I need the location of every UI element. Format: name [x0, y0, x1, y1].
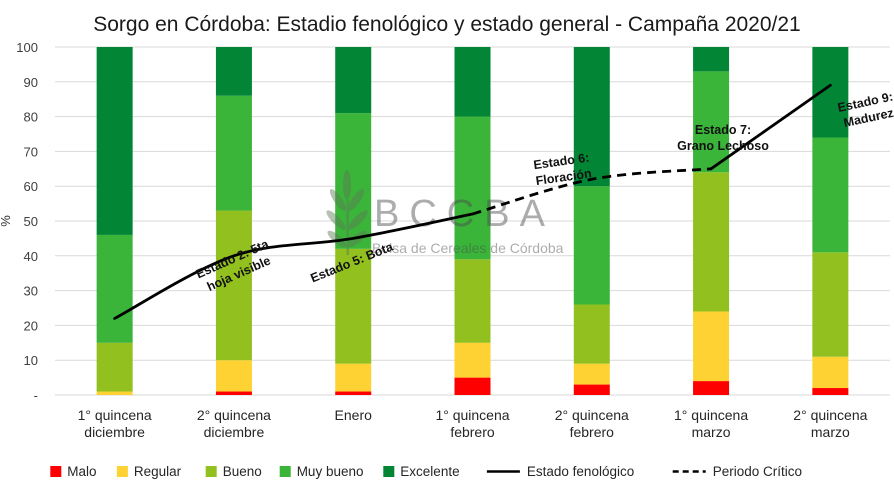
x-tick-line: febrero [450, 424, 495, 440]
legend-swatch [116, 466, 128, 477]
x-tick-line: 2° quincena [793, 407, 867, 423]
bar-segment-bueno [96, 342, 133, 392]
x-tick-line: Enero [335, 407, 373, 423]
bar-segment-excelente [215, 47, 252, 96]
bar-segment-malo [573, 384, 610, 395]
bar-segment-bueno [693, 172, 730, 312]
stage-annotation-line: Estado 7: [695, 123, 751, 137]
bar-segment-muy-bueno [573, 186, 610, 305]
legend-label: Excelente [400, 464, 459, 479]
x-tick-label: 1° quincena marzo [674, 407, 748, 440]
bar-segment-excelente [454, 47, 491, 117]
y-tick-label: 70 [24, 144, 38, 159]
bar-segment-bueno [335, 248, 372, 364]
y-tick-label: 30 [24, 284, 38, 299]
x-tick-line: diciembre [204, 424, 265, 440]
legend-label: Estado fenológico [527, 464, 634, 479]
bar-segment-malo [812, 388, 849, 395]
y-tick-label: 80 [24, 110, 38, 125]
stage-annotation-line: Grano Lechoso [677, 139, 769, 153]
legend-label: Malo [67, 464, 96, 479]
bar-segment-malo [335, 391, 372, 395]
x-tick-label: 2° quincena marzo [793, 407, 867, 440]
y-tick-label: 20 [24, 318, 38, 333]
legend-swatch [279, 466, 291, 477]
wheat-icon [326, 170, 368, 255]
phenology-lines [113, 83, 832, 320]
y-tick-label: 10 [24, 353, 38, 368]
legend-label: Regular [134, 464, 182, 479]
y-tick-label: 60 [24, 179, 38, 194]
x-tick-label: 2° quincena febrero [555, 407, 629, 440]
bar-segment-regular [335, 363, 372, 392]
y-tick-label: 50 [24, 214, 38, 229]
stacked-bars [96, 47, 849, 395]
x-tick-line: 1° quincena [435, 407, 509, 423]
bar-segment-malo [693, 381, 730, 395]
bar-segment-bueno [454, 259, 491, 343]
bar-segment-regular [454, 342, 491, 378]
bar-segment-regular [812, 356, 849, 389]
x-tick-line: 2° quincena [555, 407, 629, 423]
estado-fenologico-line [113, 212, 474, 320]
watermark-subtitle: Bolsa de Cereales de Córdoba [372, 240, 564, 256]
bar-segment-muy-bueno [215, 95, 252, 211]
legend-swatch [205, 466, 217, 477]
bar-segment-regular [215, 360, 252, 392]
bar-segment-bueno [573, 304, 610, 364]
bar-segment-regular [693, 311, 730, 382]
bar-segment-muy-bueno [693, 71, 730, 173]
y-tick-label: 40 [24, 249, 38, 264]
x-tick-label: Enero [335, 407, 373, 423]
chart-title: Sorgo en Córdoba: Estadio fenológico y e… [93, 13, 800, 36]
legend-swatch [383, 466, 395, 477]
bar-segment-bueno [812, 252, 849, 357]
legend-swatch [50, 466, 62, 477]
legend: Malo Regular Bueno Muy bueno Excelente Estado… [50, 464, 802, 479]
y-tick-label: - [34, 388, 38, 403]
x-tick-line: 1° quincena [78, 407, 152, 423]
bar-segment-malo [454, 377, 491, 395]
bar-segment-muy-bueno [335, 113, 372, 249]
x-tick-label: 2° quincena diciembre [197, 407, 271, 440]
x-tick-line: marzo [811, 424, 850, 440]
estado-fenologico-line [709, 83, 832, 171]
legend-label: Muy bueno [297, 464, 364, 479]
bar-segment-excelente [335, 47, 372, 114]
bar-segment-regular [573, 363, 610, 385]
bar-segment-malo [215, 391, 252, 395]
legend-label: Bueno [223, 464, 262, 479]
x-tick-label: 1° quincena diciembre [78, 407, 152, 440]
bar-segment-excelente [693, 47, 730, 72]
legend-label: Periodo Crítico [713, 464, 802, 479]
y-axis-label: % [0, 215, 13, 227]
y-tick-label: 90 [24, 75, 38, 90]
bar-segment-muy-bueno [454, 116, 491, 260]
y-axis: - 10 20 30 40 50 60 70 80 90 100 [16, 40, 38, 403]
bar-segment-bueno [215, 210, 252, 361]
periodo-critico-line [472, 167, 712, 216]
bar-segment-excelente [812, 47, 849, 138]
x-tick-line: diciembre [84, 424, 145, 440]
bar-segment-excelente [96, 47, 133, 235]
y-tick-label: 100 [16, 40, 38, 55]
x-tick-line: febrero [570, 424, 615, 440]
bar-segment-excelente [573, 47, 610, 187]
x-tick-line: marzo [692, 424, 731, 440]
stage-annotation: Estado 7: Grano Lechoso [677, 123, 769, 153]
bar-segment-muy-bueno [96, 234, 133, 343]
x-tick-label: 1° quincena febrero [435, 407, 509, 440]
x-tick-line: 2° quincena [197, 407, 271, 423]
x-tick-line: 1° quincena [674, 407, 748, 423]
bar-segment-regular [96, 391, 133, 395]
bar-segment-muy-bueno [812, 137, 849, 253]
